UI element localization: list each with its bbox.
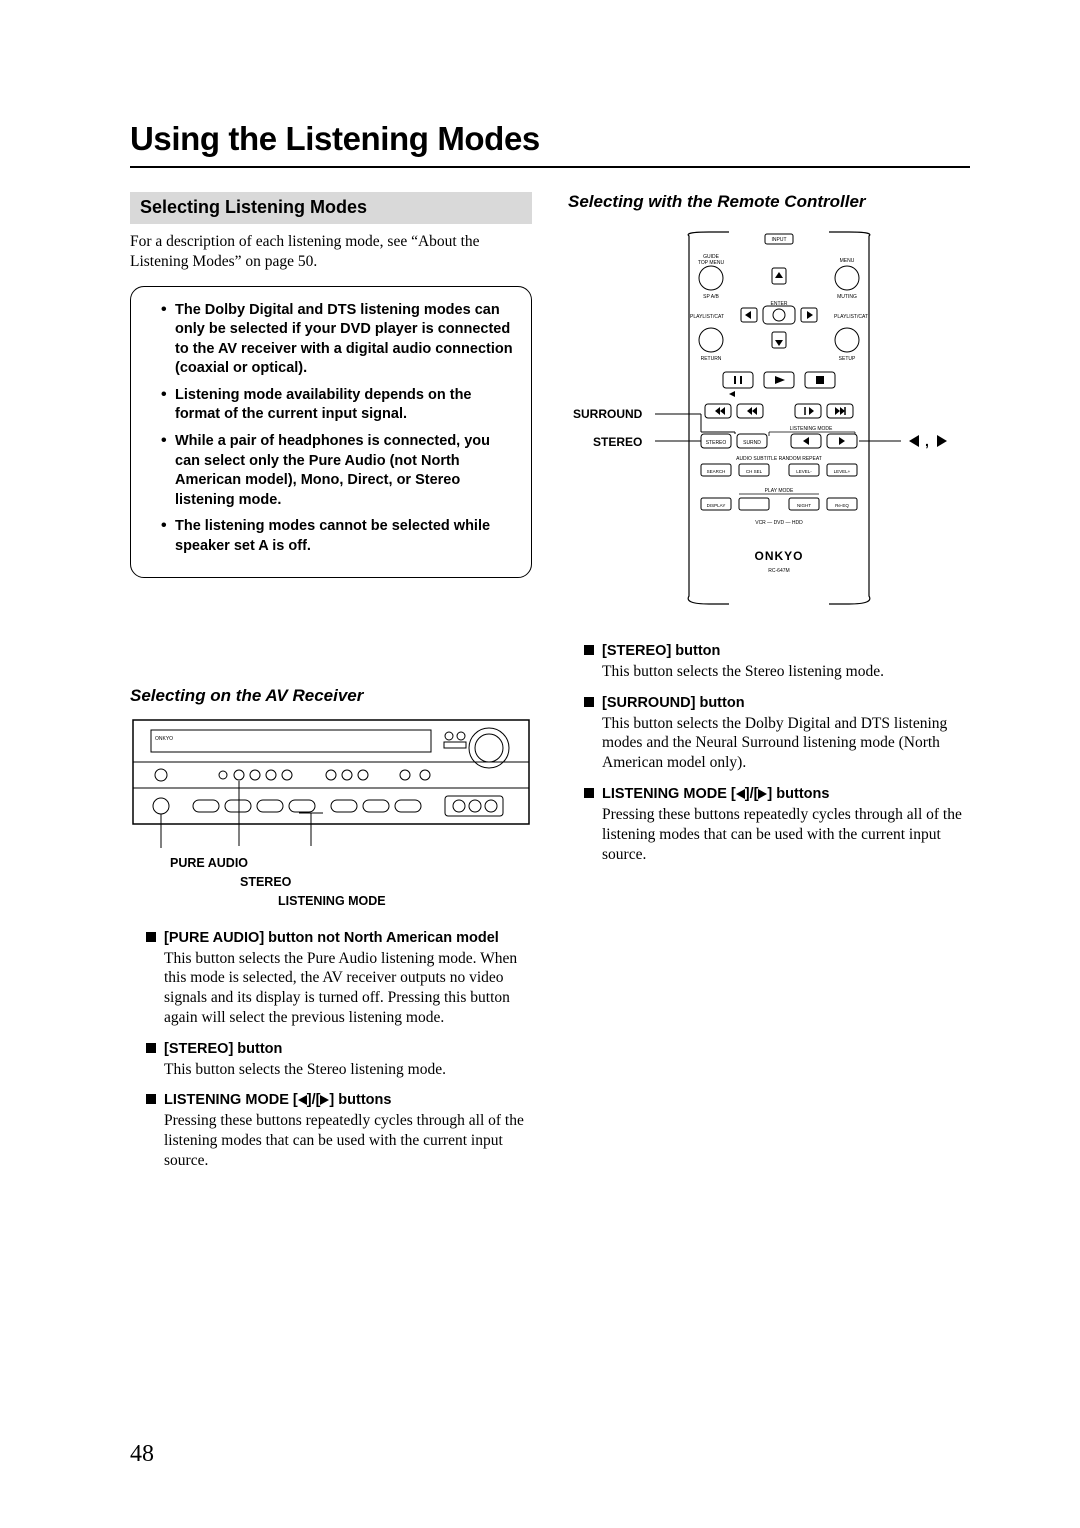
svg-text:DISPLAY: DISPLAY [707,503,726,508]
page-number: 48 [130,1441,154,1468]
svg-text:PLAYLIST/CAT: PLAYLIST/CAT [834,314,868,320]
svg-text:CH SEL: CH SEL [746,469,763,474]
remote-label-arrows: , [909,433,947,449]
note-bullet: While a pair of headphones is connected,… [161,432,513,510]
def-body: Pressing these buttons repeatedly cycles… [602,805,970,864]
svg-text:LEVEL-: LEVEL- [796,469,812,474]
def-body: Pressing these buttons repeatedly cycles… [164,1111,532,1170]
svg-text:PLAYLIST/CAT: PLAYLIST/CAT [690,314,724,320]
def-item: [STEREO] button This button selects the … [568,642,970,682]
def-head-prefix: LISTENING MODE [ [164,1092,298,1108]
svg-text:SEARCH: SEARCH [707,469,726,474]
triangle-left-icon [736,789,745,799]
remote-label-stereo: STEREO [593,435,642,449]
svg-text:AUDIO SUBTITLE RANDOM REPEA: AUDIO SUBTITLE RANDOM REPEAT [736,456,822,462]
def-item: [SURROUND] button This button selects th… [568,694,970,773]
svg-text:ONKYO: ONKYO [155,736,173,742]
svg-text:PLAY MODE: PLAY MODE [765,488,794,494]
note-bullet: Listening mode availability depends on t… [161,386,513,425]
label-listening-mode: LISTENING MODE [130,892,532,911]
right-subhead: Selecting with the Remote Controller [568,192,970,212]
square-bullet-icon [146,1094,156,1104]
def-head: LISTENING MODE []/[] buttons [164,1091,532,1110]
svg-text:INPUT: INPUT [772,237,787,243]
square-bullet-icon [584,788,594,798]
def-item: [PURE AUDIO] button not North American m… [130,929,532,1028]
square-bullet-icon [584,697,594,707]
remote-label-surround: SURROUND [573,407,643,421]
def-head: [SURROUND] button [602,694,970,713]
svg-text:SP A/B: SP A/B [703,294,719,300]
svg-text:VCR — DVD — HDD: VCR — DVD — HDD [755,520,803,526]
square-bullet-icon [146,1043,156,1053]
section-heading: Selecting Listening Modes [130,192,532,224]
def-head: [STEREO] button [164,1040,532,1059]
intro-paragraph: For a description of each listening mode… [130,232,532,272]
svg-text:TOP MENU: TOP MENU [698,260,725,266]
def-head-suffix: ] buttons [767,786,829,802]
title-rule [130,166,970,168]
left-subhead: Selecting on the AV Receiver [130,686,532,706]
def-body: This button selects the Pure Audio liste… [164,949,532,1028]
note-bullet: The listening modes cannot be selected w… [161,517,513,556]
left-column: Selecting Listening Modes For a descript… [130,192,532,1183]
page-title: Using the Listening Modes [130,120,970,158]
def-body: This button selects the Dolby Digital an… [602,714,970,773]
svg-text:LISTENING MODE: LISTENING MODE [790,426,833,432]
square-bullet-icon [584,645,594,655]
svg-text:LEVEL+: LEVEL+ [834,469,851,474]
svg-text:ENTER: ENTER [771,301,788,307]
triangle-left-icon [298,1095,307,1105]
note-box: The Dolby Digital and DTS listening mode… [130,286,532,579]
def-head: [STEREO] button [602,642,970,661]
def-item: [STEREO] button This button selects the … [130,1040,532,1080]
svg-text:,: , [925,433,929,449]
svg-text:Re-EQ: Re-EQ [835,503,849,508]
def-head: [PURE AUDIO] button not North American m… [164,929,532,948]
svg-text:MENU: MENU [840,258,855,264]
def-item: LISTENING MODE []/[] buttons Pressing th… [568,785,970,864]
def-item: LISTENING MODE []/[] buttons Pressing th… [130,1091,532,1170]
svg-text:STEREO: STEREO [706,440,727,446]
av-receiver-diagram: ONKYO [130,718,532,848]
right-column: Selecting with the Remote Controller INP… [568,192,970,1183]
def-head-prefix: LISTENING MODE [ [602,786,736,802]
def-body: This button selects the Stereo listening… [602,662,970,682]
svg-text:ONKYO: ONKYO [754,549,803,563]
label-stereo: STEREO [130,873,532,892]
svg-text:SETUP: SETUP [839,356,856,362]
note-bullet: The Dolby Digital and DTS listening mode… [161,301,513,379]
def-head: LISTENING MODE []/[] buttons [602,785,970,804]
receiver-diagram-labels: PURE AUDIO STEREO LISTENING MODE [130,854,532,910]
def-body: This button selects the Stereo listening… [164,1060,532,1080]
svg-text:SURND: SURND [743,440,761,446]
square-bullet-icon [146,932,156,942]
svg-text:MUTING: MUTING [837,294,857,300]
svg-text:NIGHT: NIGHT [797,503,811,508]
label-pure-audio: PURE AUDIO [130,854,532,873]
def-head-suffix: ] buttons [329,1092,391,1108]
svg-text:RC-647M: RC-647M [768,568,789,574]
svg-text:RETURN: RETURN [701,356,722,362]
remote-controller-diagram: INPUT GUIDE TOP MENU MENU SP A/B MUTING … [568,228,970,608]
